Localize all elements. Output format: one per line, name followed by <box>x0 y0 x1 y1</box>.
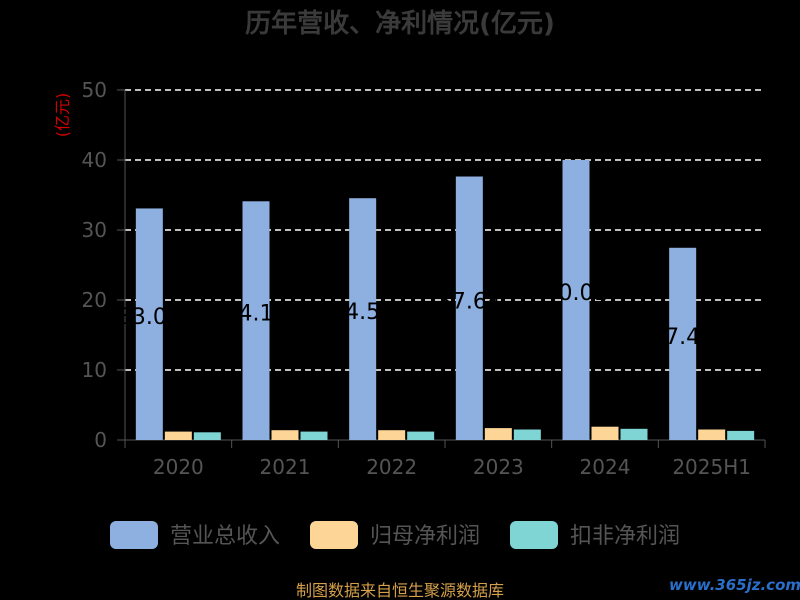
bar <box>378 430 406 440</box>
bar <box>562 159 590 440</box>
legend-label: 归母净利润 <box>370 524 480 549</box>
y-axis-unit: (亿元) <box>53 93 72 138</box>
x-tick-label: 2020 <box>153 455 204 479</box>
bar-labels: 33.08 34.10 34.54 37.64 40.01 27.46 <box>118 281 714 350</box>
y-tick-label: 30 <box>82 218 107 242</box>
x-tick-label: 2023 <box>473 455 524 479</box>
y-tick-label: 40 <box>82 148 107 172</box>
bar <box>407 431 435 440</box>
x-tick-label: 2025H1 <box>672 455 751 479</box>
watermark: www.365jz.com <box>669 576 800 594</box>
bar <box>484 428 512 440</box>
bar <box>698 429 726 440</box>
bar-data-label: 33.08 <box>118 305 181 330</box>
bar <box>193 432 221 440</box>
legend-swatch <box>510 521 558 549</box>
chart-title: 历年营收、净利情况(亿元) <box>245 8 555 39</box>
axes: 0 10 20 30 40 50 2020 2021 2022 2023 2024 2025H1 <box>82 78 766 479</box>
bar-data-label: 37.64 <box>438 289 501 314</box>
legend-swatch <box>310 521 358 549</box>
bars <box>135 159 755 440</box>
bar <box>620 428 648 440</box>
y-tick-label: 0 <box>94 428 107 452</box>
legend: 营业总收入 归母净利润 扣非净利润 <box>110 521 680 549</box>
legend-swatch <box>110 521 158 549</box>
x-tick-label: 2024 <box>580 455 631 479</box>
bar <box>135 208 163 440</box>
bar-data-label: 34.54 <box>331 300 394 325</box>
y-tick-label: 10 <box>82 358 107 382</box>
bar-data-label: 34.10 <box>225 302 288 327</box>
source-note: 制图数据来自恒生聚源数据库 <box>296 581 504 600</box>
bar <box>349 198 377 440</box>
bar <box>300 431 328 440</box>
bar <box>591 426 619 440</box>
bar <box>164 431 192 440</box>
y-tick-label: 50 <box>82 78 107 102</box>
bar <box>669 247 697 440</box>
bar <box>271 430 299 440</box>
bar <box>727 430 755 440</box>
bar <box>242 201 270 440</box>
grid-lines <box>125 89 765 371</box>
bar-data-label: 27.46 <box>651 325 714 350</box>
bar <box>513 429 541 440</box>
x-tick-label: 2021 <box>260 455 311 479</box>
legend-label: 营业总收入 <box>170 524 280 549</box>
bar <box>455 176 483 440</box>
x-tick-label: 2022 <box>366 455 417 479</box>
y-tick-label: 20 <box>82 288 107 312</box>
legend-label: 扣非净利润 <box>570 524 680 549</box>
bar-data-label: 40.01 <box>545 281 608 306</box>
